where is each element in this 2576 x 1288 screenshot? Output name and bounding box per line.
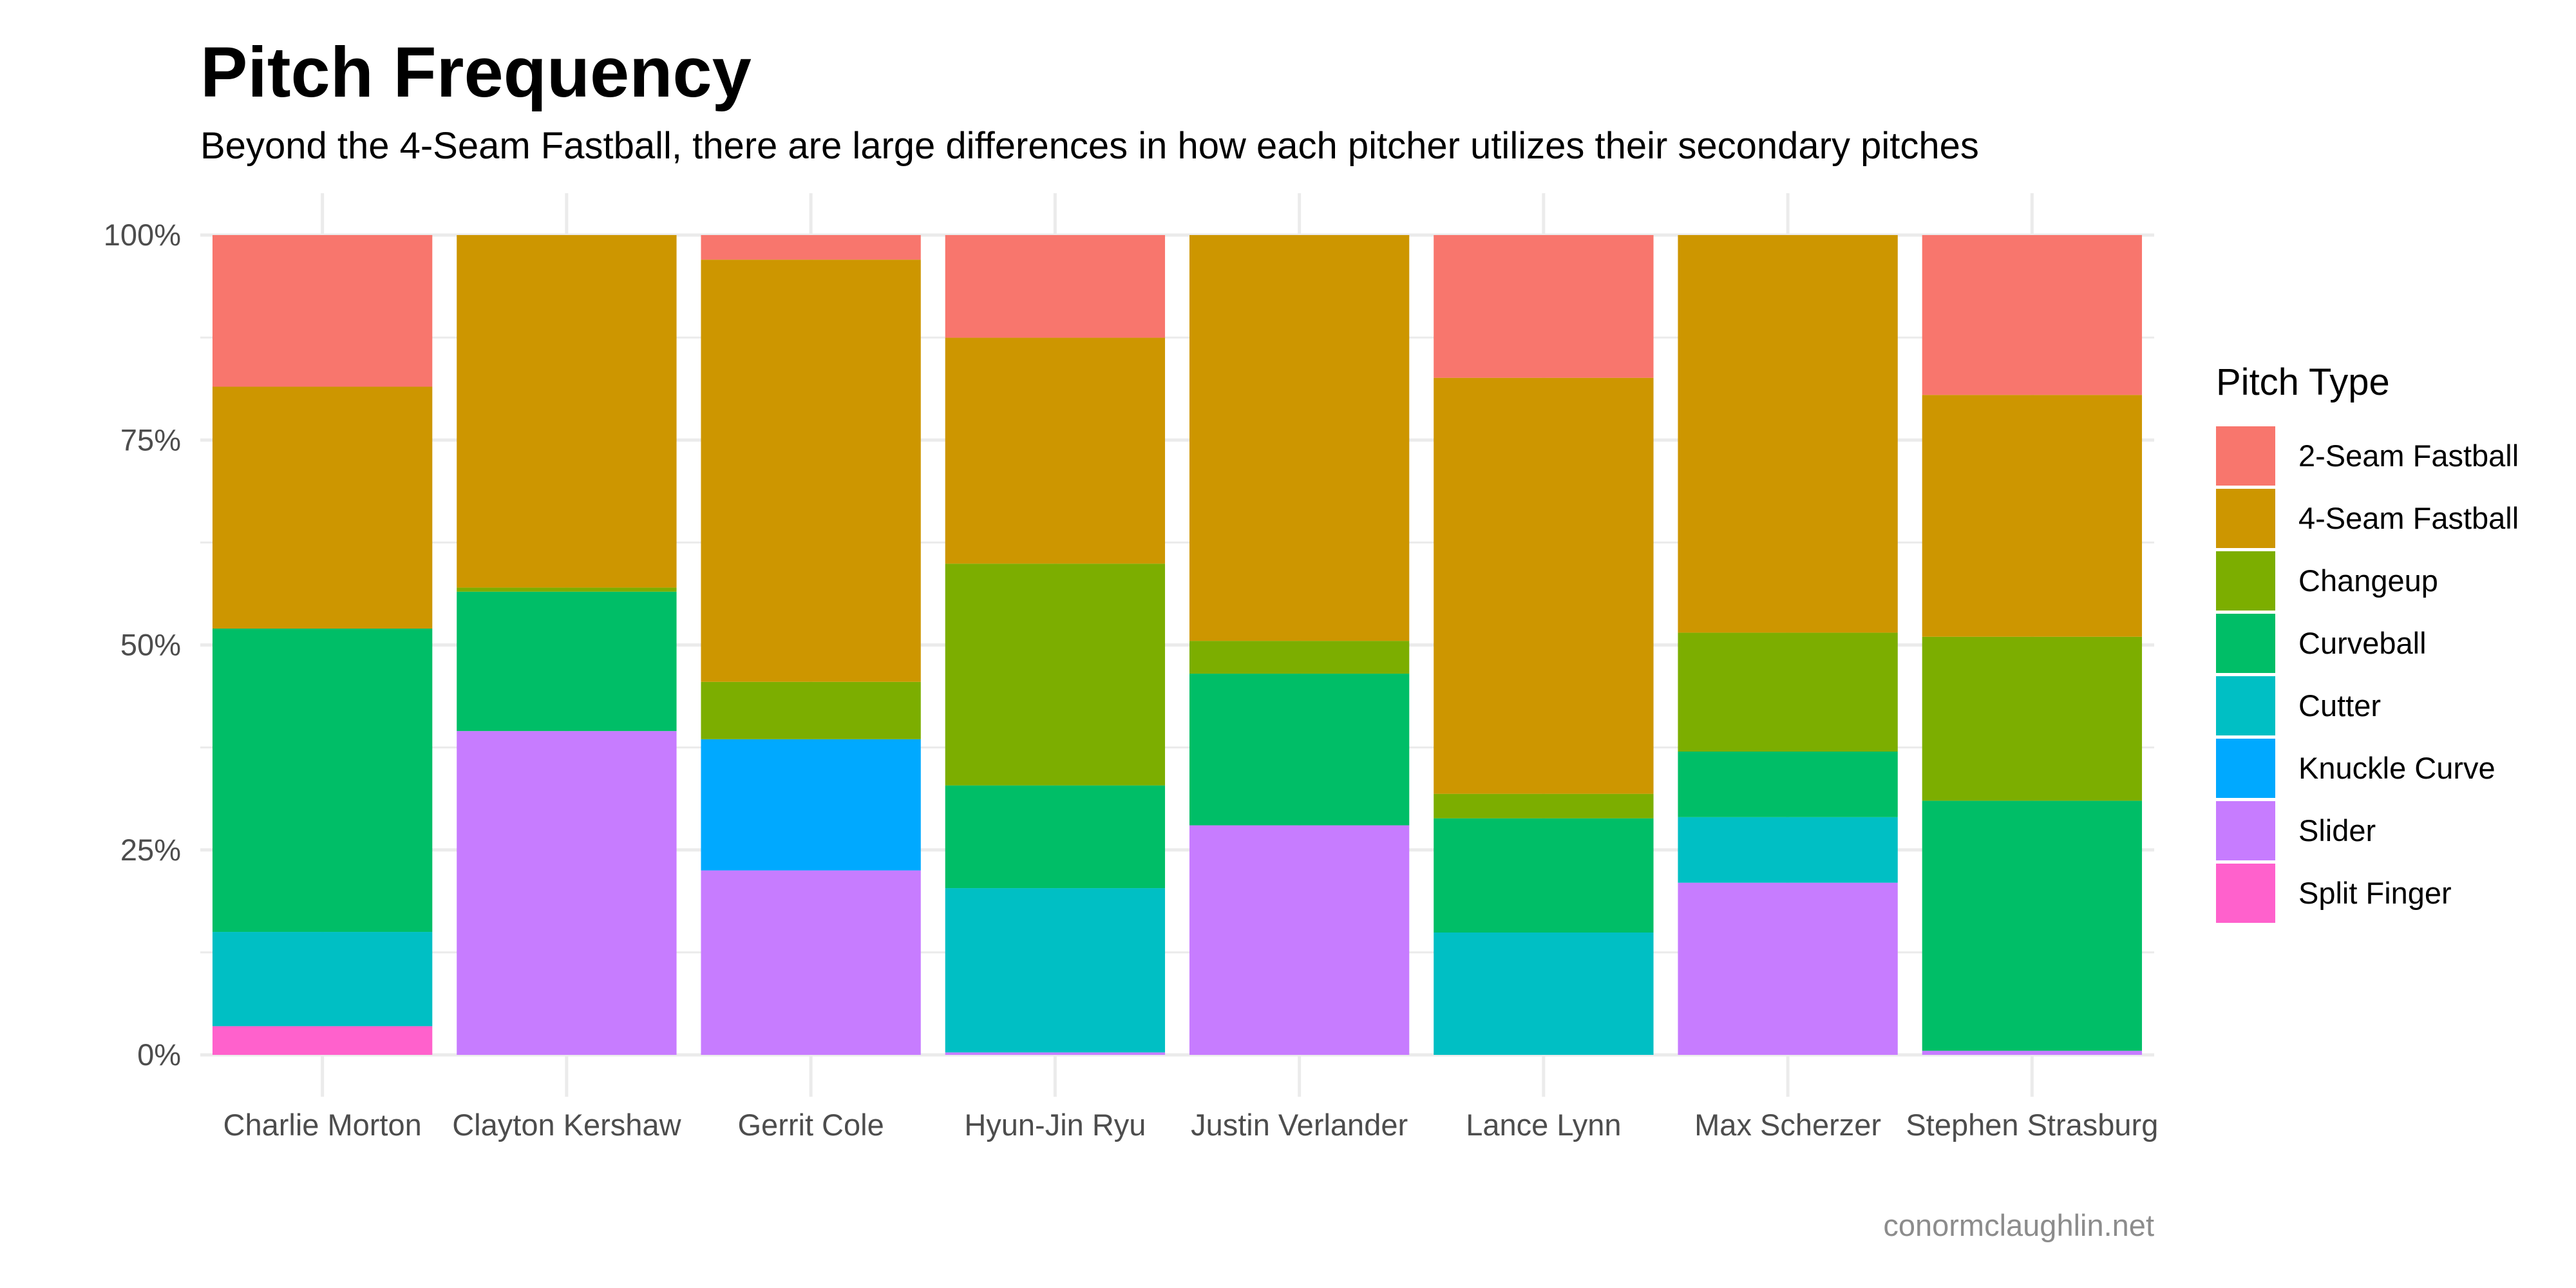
y-tick-label: 50% [120, 628, 181, 662]
legend-swatch [2216, 426, 2275, 486]
x-tick-label: Stephen Strasburg [1906, 1108, 2158, 1142]
chart-subtitle: Beyond the 4-Seam Fastball, there are la… [200, 125, 1979, 167]
bar-segment [1678, 235, 1898, 633]
bar-segment [1678, 817, 1898, 883]
x-tick-label: Gerrit Cole [738, 1108, 884, 1142]
x-tick-label: Lance Lynn [1466, 1108, 1621, 1142]
bar-segment [1434, 818, 1654, 933]
legend-label: Knuckle Curve [2298, 751, 2496, 785]
legend-label: Curveball [2298, 626, 2427, 660]
bar-segment [1434, 793, 1654, 819]
bar-segment [1922, 235, 2143, 395]
y-tick-label: 25% [120, 833, 181, 867]
bar-segment [701, 870, 921, 1055]
legend-item: Cutter [2216, 674, 2381, 737]
legend-label: Split Finger [2298, 876, 2452, 910]
chart-title: Pitch Frequency [200, 33, 752, 112]
legend-item: Slider [2216, 799, 2376, 862]
bar-segment [457, 731, 677, 1055]
legend-swatch [2216, 613, 2275, 673]
bar-segment [945, 1052, 1166, 1055]
y-tick-label: 0% [137, 1037, 181, 1072]
bar-segment [945, 337, 1166, 564]
x-tick-label: Clayton Kershaw [452, 1108, 681, 1142]
bar-segment [945, 235, 1166, 338]
bar-segment [701, 739, 921, 871]
x-tick-label: Justin Verlander [1191, 1108, 1408, 1142]
bar-segment [1434, 235, 1654, 378]
bar-segment [1434, 933, 1654, 1055]
legend-title: Pitch Type [2216, 361, 2390, 403]
y-axis-ticks: 0% 25% 50% 75% 100% [104, 218, 181, 1072]
x-axis-ticks: Charlie Morton Clayton Kershaw Gerrit Cole… [223, 1108, 2159, 1142]
bar-segment [212, 235, 433, 387]
bar-segment [701, 260, 921, 682]
bar-stacks [212, 235, 2143, 1055]
bar-segment [945, 785, 1166, 889]
bar-segment [1189, 641, 1410, 674]
y-tick-label: 75% [120, 422, 181, 457]
x-tick-label: Hyun-Jin Ryu [964, 1108, 1146, 1142]
legend-item: Changeup [2216, 549, 2438, 612]
legend-label: Cutter [2298, 688, 2381, 723]
bar-segment [1189, 235, 1410, 641]
legend-swatch [2216, 800, 2275, 860]
legend-label: 2-Seam Fastball [2298, 439, 2519, 473]
y-tick-label: 100% [104, 218, 181, 252]
bar-segment [1678, 632, 1898, 752]
bar-segment [1922, 800, 2143, 1051]
legend-item: Knuckle Curve [2216, 737, 2496, 799]
legend-label: 4-Seam Fastball [2298, 501, 2519, 535]
bar-segment [1922, 1050, 2143, 1055]
legend-swatch [2216, 551, 2275, 611]
bar-segment [212, 932, 433, 1027]
legend-swatch [2216, 738, 2275, 798]
bar-segment [457, 235, 677, 588]
legend-item: 2-Seam Fastball [2216, 424, 2519, 487]
bar-segment [945, 564, 1166, 786]
bar-segment [1678, 751, 1898, 817]
bar-segment [1189, 674, 1410, 826]
x-tick-label: Max Scherzer [1694, 1108, 1881, 1142]
legend-swatch [2216, 676, 2275, 735]
bar-segment [701, 681, 921, 739]
legend-swatch [2216, 488, 2275, 548]
bar-segment [212, 386, 433, 629]
legend-item: Curveball [2216, 612, 2427, 674]
legend-swatch [2216, 863, 2275, 923]
bar-segment [701, 235, 921, 260]
legend-item: Split Finger [2216, 862, 2452, 924]
legend-item: 4-Seam Fastball [2216, 487, 2519, 549]
bar-segment [1922, 636, 2143, 801]
source-caption: conormclaughlin.net [1883, 1208, 2154, 1242]
bar-segment [1189, 825, 1410, 1055]
bar-segment [457, 591, 677, 732]
bar-segment [212, 1026, 433, 1055]
legend-label: Changeup [2298, 564, 2438, 598]
bar-segment [212, 629, 433, 933]
bar-segment [1434, 377, 1654, 794]
bar-segment [1678, 882, 1898, 1055]
legend-label: Slider [2298, 813, 2376, 848]
bar-segment [457, 587, 677, 592]
bar-segment [945, 888, 1166, 1053]
x-tick-label: Charlie Morton [223, 1108, 422, 1142]
bar-segment [1922, 395, 2143, 637]
